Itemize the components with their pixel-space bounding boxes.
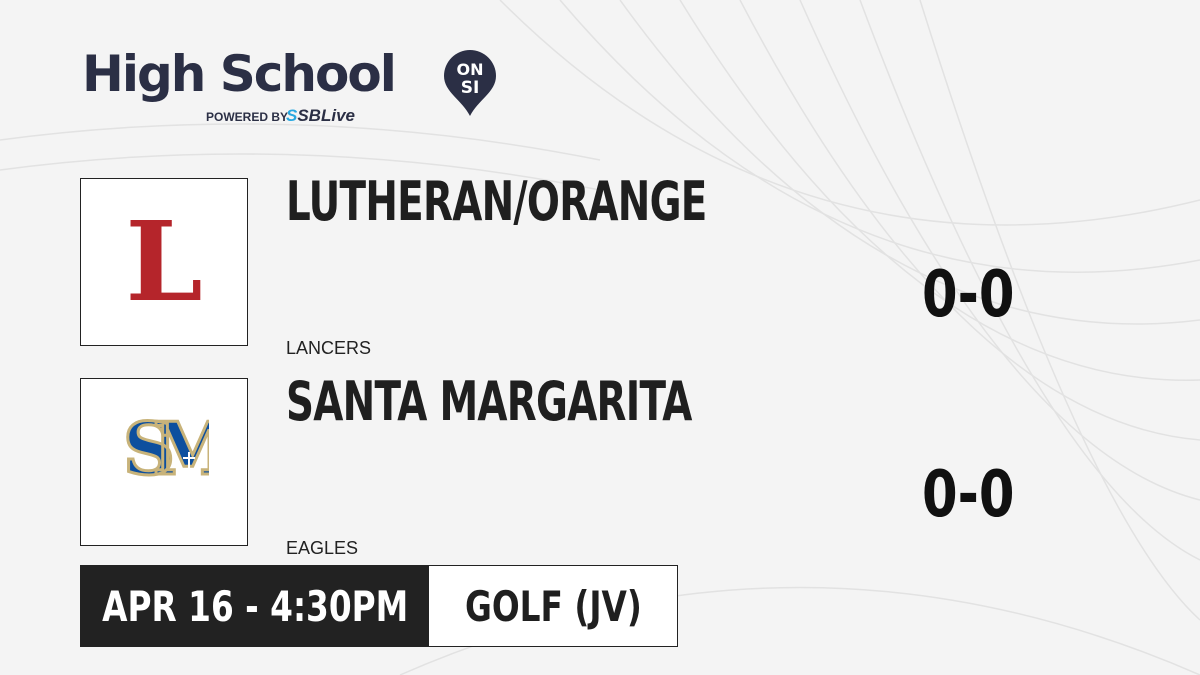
away-team-mascot: EAGLES [286, 538, 359, 558]
svg-text:SI: SI [461, 78, 480, 98]
svg-text:SM: SM [123, 412, 209, 491]
home-team-logo: L [80, 178, 248, 346]
event-info-bar: APR 16 - 4:30PM GOLF (JV) [80, 565, 678, 647]
powered-by-label: POWERED BY [206, 110, 289, 124]
event-datetime: APR 16 - 4:30PM [81, 566, 429, 646]
svg-text:ON: ON [457, 60, 484, 79]
away-team-logo: SM [80, 378, 248, 546]
away-team-score: 0-0 [922, 458, 1015, 532]
sblive-logo: SSBLive [286, 106, 355, 125]
home-team-score: 0-0 [922, 258, 1015, 332]
on-si-pin-icon: ON SI [444, 50, 496, 116]
event-sport: GOLF (JV) [429, 566, 677, 646]
home-team-mascot: LANCERS [286, 338, 372, 358]
away-team-name: SANTA MARGARITA [286, 370, 692, 433]
home-team-name: LUTHERAN/ORANGE [286, 170, 707, 233]
brand-title: High School [82, 45, 397, 103]
